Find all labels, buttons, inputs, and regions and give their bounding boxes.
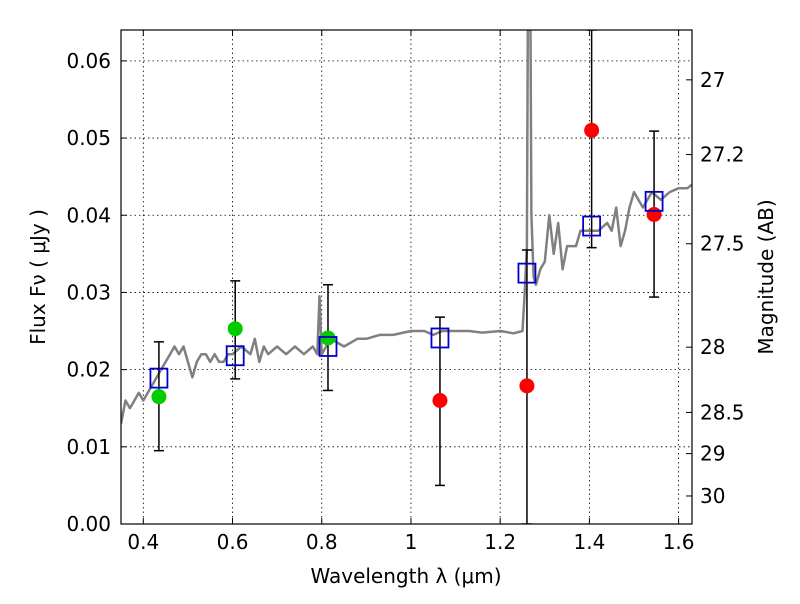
tick-layer: 0.4 0.6 0.8 1 1.2 1.4 1.6 0.00 0.01 0.02 0.03 0.04 0… <box>66 30 745 554</box>
observed-point-red <box>519 378 535 394</box>
x-tick-label: 0.6 <box>217 530 249 554</box>
observed-point-green <box>151 389 167 405</box>
model-photometry-square <box>225 345 245 367</box>
y-tick-label: 0.03 <box>66 280 111 304</box>
model-photometry-square <box>644 190 664 212</box>
y-tick-label: 0.06 <box>66 49 111 73</box>
y-tick-label: 0.04 <box>66 203 111 227</box>
y-tick-label: 0.00 <box>66 512 111 536</box>
y-tick-label: 0.05 <box>66 126 111 150</box>
y2-tick-label: 30 <box>700 484 725 508</box>
x-axis-label: Wavelength λ (μm) <box>310 564 501 588</box>
model-photometry-square <box>318 336 338 357</box>
y2-tick-label: 27 <box>700 68 725 92</box>
model-photometry-square <box>517 262 537 284</box>
observed-point-green <box>227 321 243 337</box>
observed-point-green <box>320 330 336 346</box>
y-axis-label: Flux Fν ( μJy ) <box>26 209 50 345</box>
observed-point-red <box>432 393 448 408</box>
y2-tick-label: 28.5 <box>700 400 745 424</box>
model-photometry-square <box>149 367 169 389</box>
x-tick-label: 1.2 <box>484 530 516 554</box>
y-tick-label: 0.01 <box>66 435 111 459</box>
x-tick-label: 0.8 <box>306 530 338 554</box>
y2-axis-label: Magnitude (AB) <box>754 199 778 354</box>
x-tick-label: 0.4 <box>127 530 159 554</box>
y-tick-label: 0.02 <box>66 358 111 382</box>
observed-point-red <box>646 206 662 222</box>
x-tick-label: 1.6 <box>663 530 695 554</box>
y2-tick-label: 29 <box>700 442 725 466</box>
y2-tick-label: 27.5 <box>700 232 745 256</box>
observed-point-red <box>584 122 600 138</box>
plot-frame <box>120 29 693 525</box>
x-tick-label: 1.4 <box>573 530 605 554</box>
series-layer <box>121 30 692 524</box>
x-tick-label: 1 <box>405 530 418 554</box>
plot-content <box>121 30 692 524</box>
y2-tick-label: 28 <box>700 335 725 359</box>
model-photometry-square <box>430 327 450 349</box>
y2-tick-label: 27.2 <box>700 143 745 167</box>
model-photometry-square <box>582 215 602 237</box>
